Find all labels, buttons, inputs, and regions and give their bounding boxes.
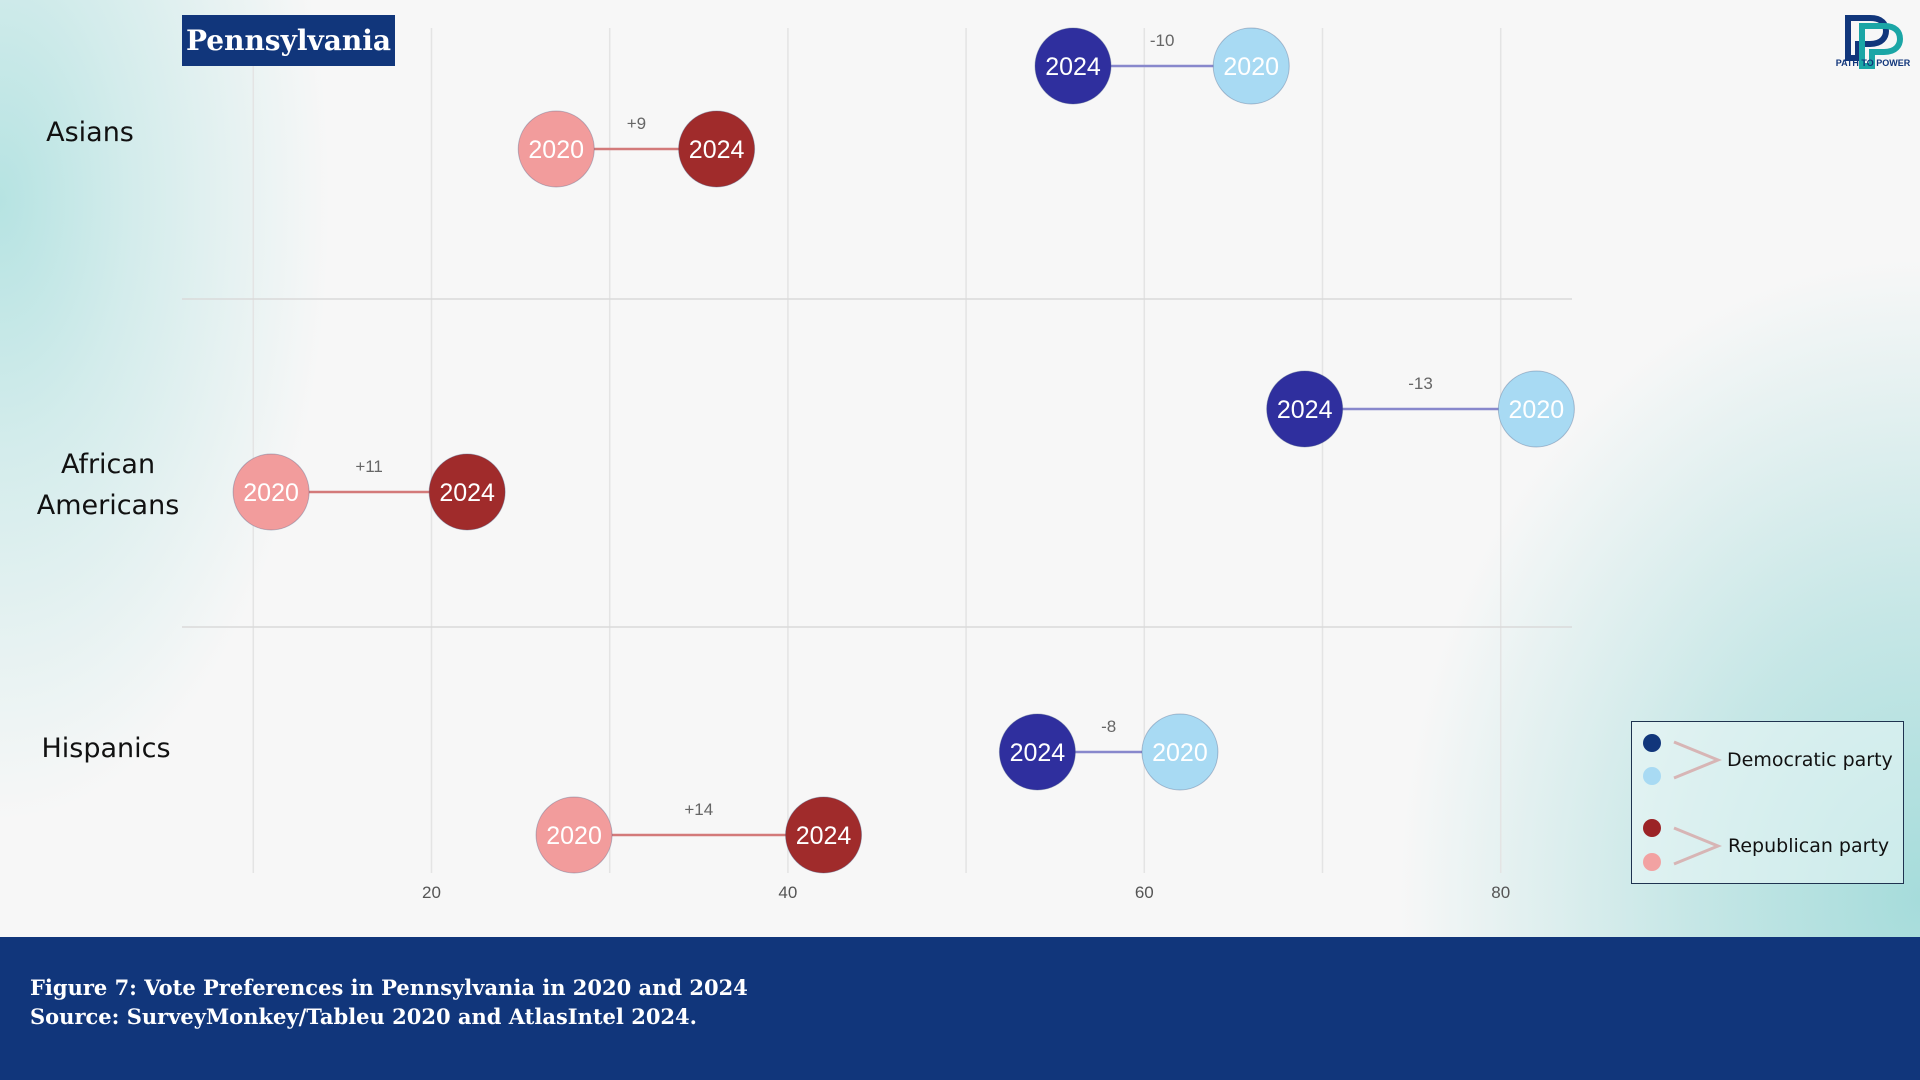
dem-african-americans-point-2020: [1497, 370, 1575, 448]
rep-asians-point-label-2020: 2020: [528, 136, 584, 164]
state-title: Pennsylvania: [182, 15, 395, 66]
dem-hispanics-point-2024: [998, 713, 1076, 791]
legend-dot-rep-2020: [1643, 853, 1661, 871]
figure-caption: Figure 7: Vote Preferences in Pennsylvan…: [30, 973, 748, 1031]
rep-asians-point-2020: [517, 110, 595, 188]
rep-hispanics-point-2020: [535, 796, 613, 874]
x-tick-label: 80: [1491, 883, 1510, 902]
dem-hispanics-change-label: -8: [1101, 717, 1116, 736]
dem-african-americans-change-label: -13: [1408, 374, 1433, 393]
dem-asians-change-label: -10: [1150, 31, 1175, 50]
legend-dot-rep-2024: [1643, 819, 1661, 837]
x-tick-label: 20: [422, 883, 441, 902]
rep-asians-change-label: +9: [627, 114, 646, 133]
dem-asians-point-label-2020: 2020: [1223, 53, 1279, 81]
rep-asians-point-2024: [678, 110, 756, 188]
rep-hispanics-point-2024: [785, 796, 863, 874]
dumbbell-chart: 20 40 60 80 -10 2020 2024 +9 2020 2024 -13 2020 2024…: [182, 27, 1575, 902]
caption-title: Figure 7: Vote Preferences in Pennsylvan…: [30, 975, 748, 1000]
rep-asians-point-label-2024: 2024: [689, 136, 745, 164]
rep-hispanics-change-label: +14: [684, 800, 713, 819]
path-to-power-logo-icon: [1845, 15, 1904, 69]
rep-african-americans-point-2020: [232, 453, 310, 531]
row-label-hispanics: Hispanics: [41, 733, 171, 764]
dem-african-americans-point-2024: [1266, 370, 1344, 448]
rep-african-americans-point-label-2020: 2020: [243, 479, 299, 507]
rep-hispanics-point-label-2020: 2020: [546, 822, 602, 850]
dem-hispanics-point-2020: [1141, 713, 1219, 791]
dem-african-americans-point-label-2024: 2024: [1277, 396, 1333, 424]
dem-hispanics-point-label-2024: 2024: [1010, 739, 1066, 767]
row-label-african-americans: African Americans: [36, 449, 180, 521]
rep-african-americans-point-label-2024: 2024: [439, 479, 495, 507]
logo-wordmark: PATH TO POWER: [1835, 58, 1911, 68]
background: [0, 0, 1920, 937]
dem-asians-point-2024: [1034, 27, 1112, 105]
legend-dot-dem-2024: [1643, 734, 1661, 752]
x-tick-label: 40: [778, 883, 797, 902]
legend-label-republican: Republican party: [1728, 835, 1890, 857]
legend-bracket-icon: [1673, 740, 1722, 780]
caption-source: Source: SurveyMonkey/Tableu 2020 and Atl…: [30, 1004, 697, 1029]
row-label-asians: Asians: [46, 117, 134, 148]
legend-bracket-icon: [1673, 826, 1722, 866]
dem-african-americans-point-label-2020: 2020: [1509, 396, 1565, 424]
legend-label-democratic: Democratic party: [1727, 749, 1893, 771]
dem-hispanics-point-label-2020: 2020: [1152, 739, 1208, 767]
rep-african-americans-point-2024: [428, 453, 506, 531]
dem-asians-point-2020: [1212, 27, 1290, 105]
footer: Figure 7: Vote Preferences in Pennsylvan…: [0, 937, 1920, 1080]
rep-african-americans-change-label: +11: [355, 457, 383, 476]
x-tick-label: 60: [1135, 883, 1154, 902]
dem-asians-point-label-2024: 2024: [1045, 53, 1101, 81]
legend-dot-dem-2020: [1643, 767, 1661, 785]
legend: Democratic party Republican party: [1631, 721, 1904, 884]
rep-hispanics-point-label-2024: 2024: [796, 822, 852, 850]
